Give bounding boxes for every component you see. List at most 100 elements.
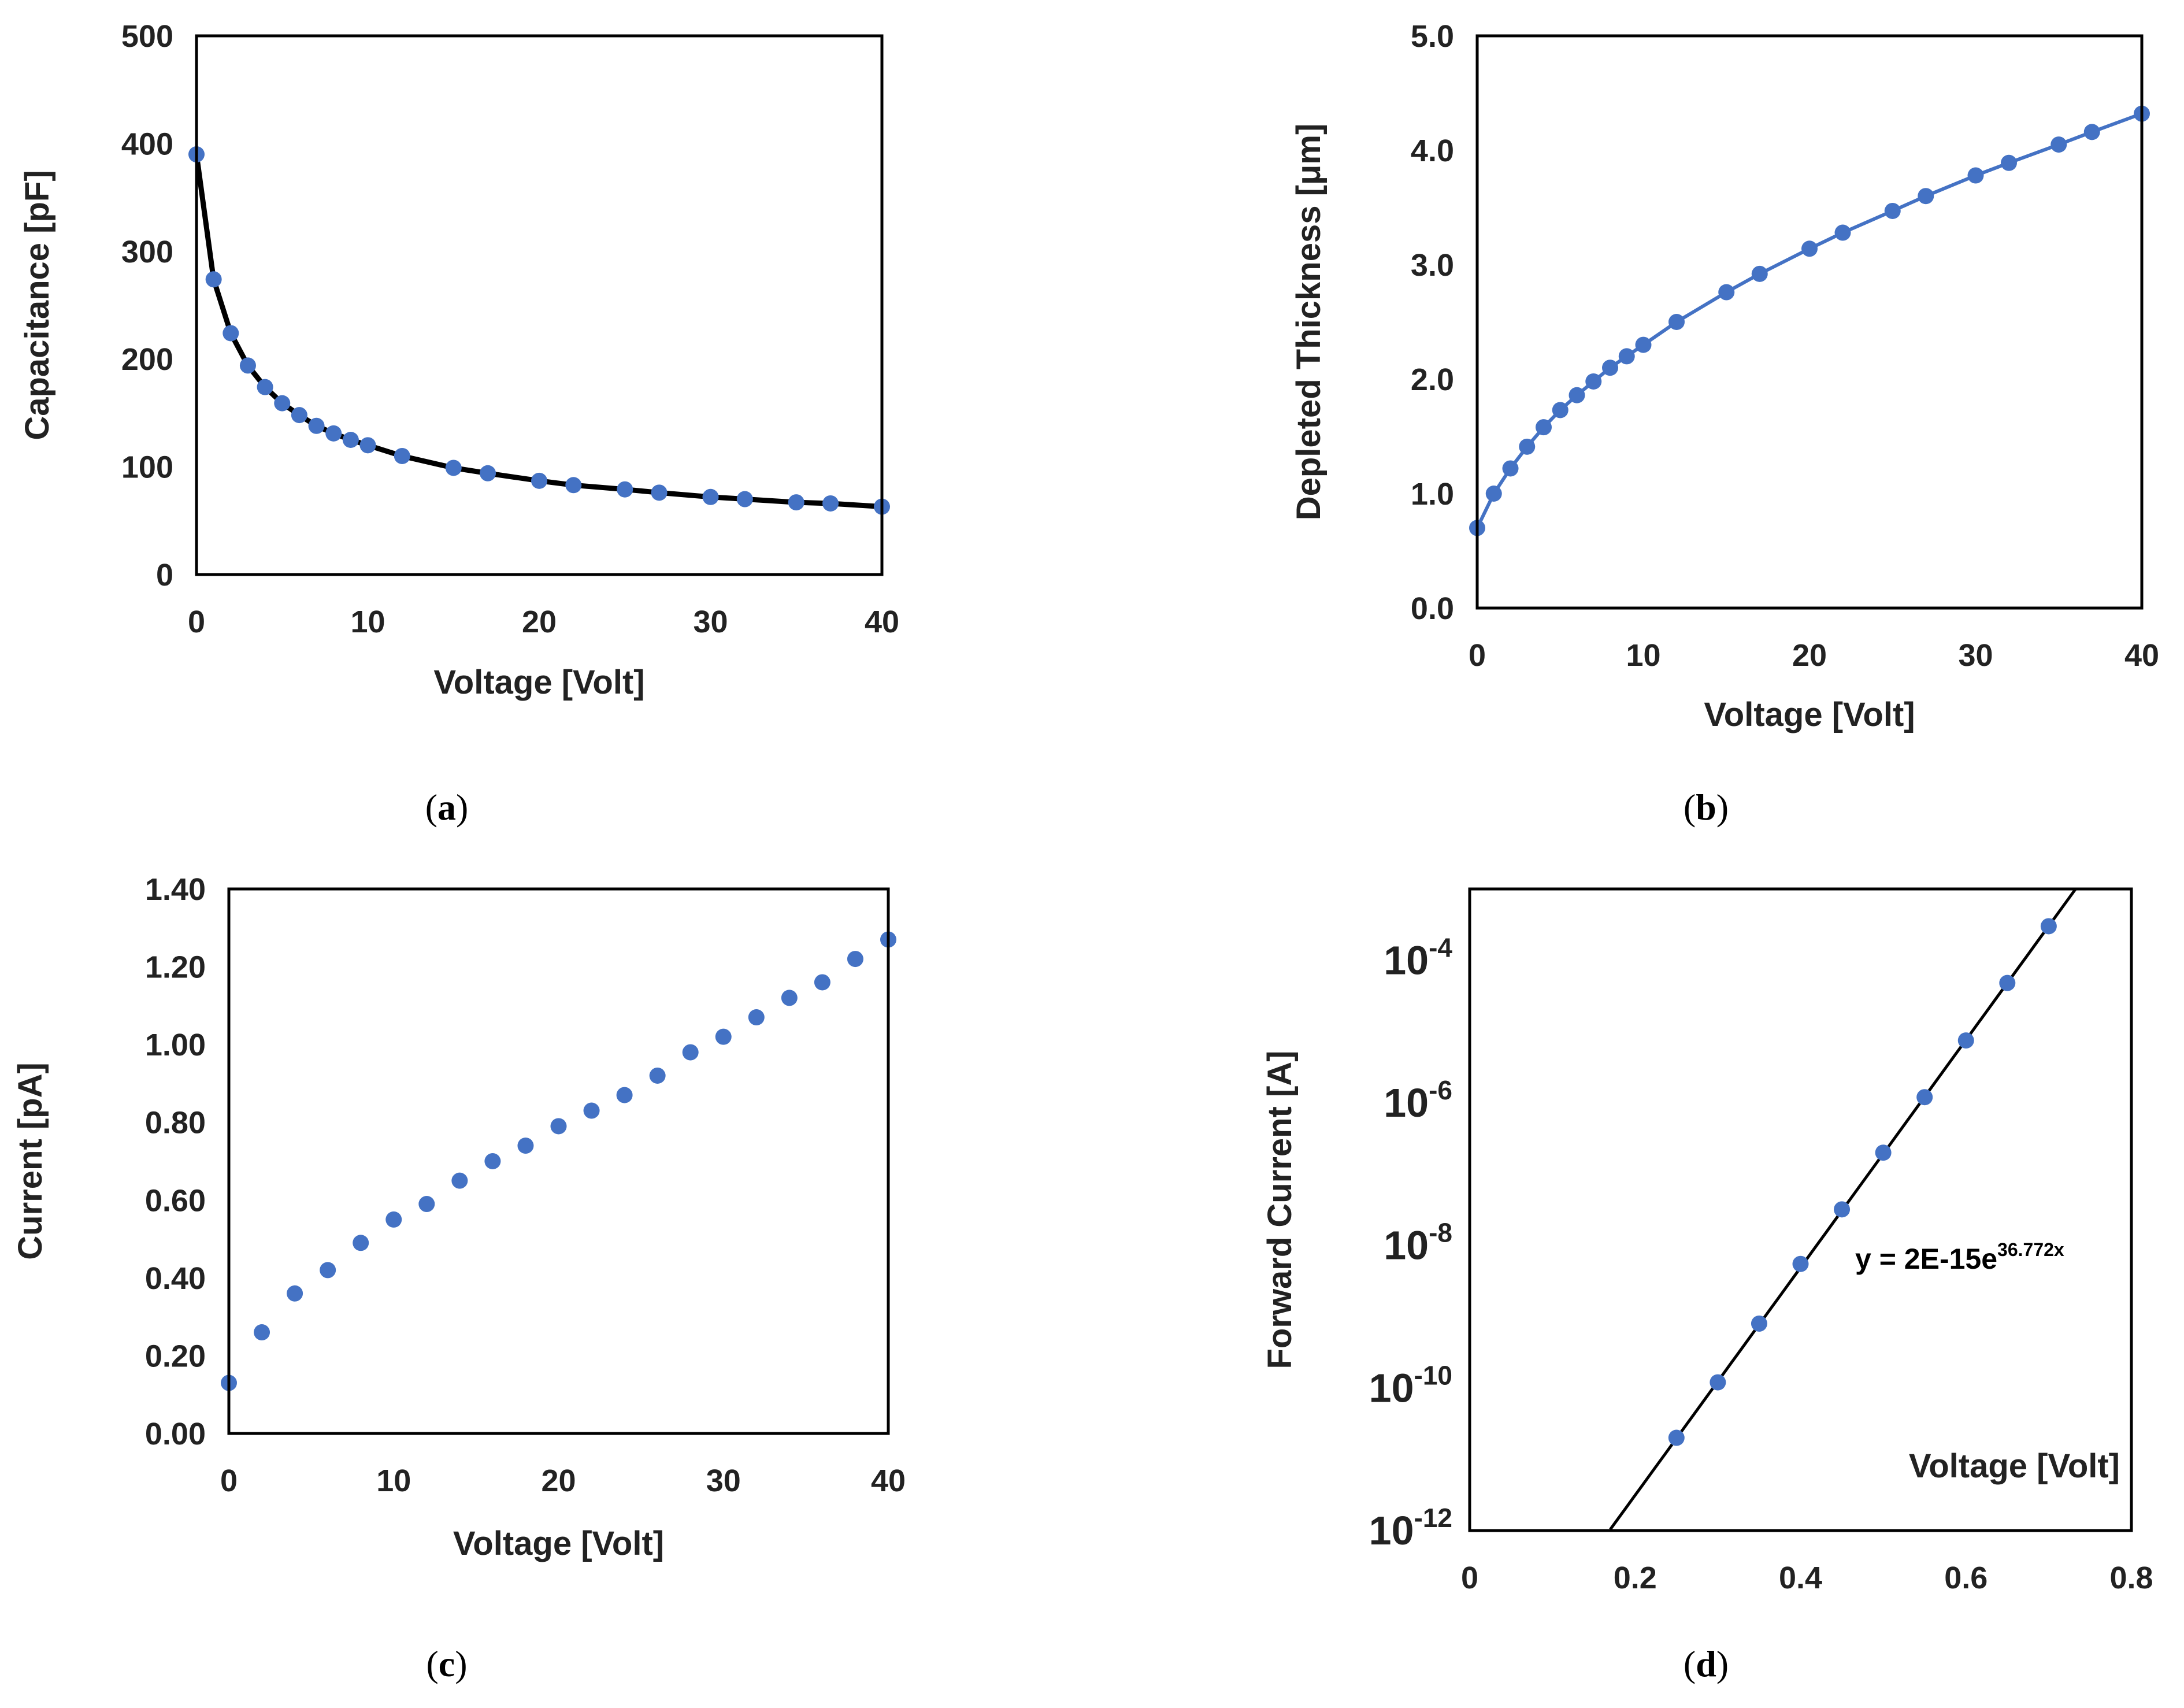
x-tick-label: 40 [871, 1464, 906, 1498]
data-point [223, 325, 239, 342]
y-tick-label: 4.0 [1411, 134, 1454, 168]
y-tick-label: 1.0 [1411, 477, 1454, 512]
y-tick-label: 10-12 [1369, 1503, 1452, 1553]
series-line [196, 154, 882, 510]
y-tick-label: 500 [121, 19, 173, 54]
data-point [1834, 224, 1851, 241]
data-point [583, 1102, 600, 1119]
y-tick-label: 100 [121, 450, 173, 485]
data-point [781, 990, 798, 1006]
data-point [254, 1324, 270, 1341]
data-point [1967, 167, 1984, 184]
x-tick-label: 0 [220, 1464, 238, 1498]
data-point [736, 491, 753, 507]
data-point [2050, 136, 2067, 153]
data-point [847, 951, 863, 968]
data-point [205, 271, 222, 288]
data-point [2001, 154, 2017, 171]
y-tick-label: 0.0 [1411, 591, 1454, 626]
y-tick-label: 0.00 [145, 1417, 206, 1451]
data-point [385, 1211, 402, 1228]
x-tick-label: 20 [522, 605, 557, 639]
y-tick-label: 200 [121, 342, 173, 377]
chart-c: 0 10 20 30 40 0.00 0.20 0.40 0.60 0.80 1.00 1.20 1.4… [12, 872, 906, 1684]
data-point [748, 1009, 765, 1026]
data-point [617, 481, 633, 498]
y-tick-label: 2.0 [1411, 362, 1454, 397]
data-point [1916, 1089, 1933, 1106]
x-axis-label: Voltage [Volt] [1909, 1447, 2120, 1485]
data-point [287, 1285, 303, 1302]
data-point [1999, 975, 2016, 991]
data-point [418, 1196, 435, 1213]
series [1609, 889, 2078, 1531]
data-point [257, 379, 273, 395]
data-point [1918, 188, 1934, 205]
data-point [715, 1028, 732, 1045]
data-point [1668, 1429, 1685, 1446]
panel-caption: (a) [425, 787, 469, 828]
data-point [359, 437, 376, 454]
data-point [814, 974, 830, 991]
y-tick-label: 400 [121, 127, 173, 161]
panel-caption: (d) [1684, 1643, 1729, 1684]
data-point [320, 1262, 336, 1279]
data-point [1569, 387, 1585, 403]
data-point [239, 357, 256, 374]
y-tick-label: 1.20 [145, 950, 206, 985]
chart-b: 0 10 20 30 40 0.0 1.0 2.0 3.0 4.0 5.0 Voltage [Volt… [1290, 19, 2159, 828]
x-tick-label: 20 [1792, 638, 1827, 673]
x-tick-label: 10 [376, 1464, 411, 1498]
data-point [1602, 360, 1618, 376]
x-tick-label: 30 [693, 605, 728, 639]
trendline [1609, 889, 2078, 1531]
x-tick-label: 0.2 [1614, 1561, 1657, 1595]
plot-area [227, 887, 890, 1435]
data-point [788, 494, 804, 511]
x-tick-label: 20 [541, 1464, 576, 1498]
data-point [274, 395, 291, 412]
y-tick-label: 0 [156, 558, 173, 592]
plot-area [195, 34, 884, 576]
data-point [342, 432, 359, 448]
plot-area [1475, 34, 2144, 610]
data-point [291, 407, 307, 424]
series-line [1477, 112, 2142, 529]
data-point [550, 1118, 567, 1135]
data-point [1957, 1032, 1974, 1049]
x-tick-label: 0 [188, 605, 205, 639]
data-point [1801, 240, 1818, 257]
y-tick-label: 10-6 [1384, 1075, 1452, 1125]
data-point [531, 472, 547, 489]
x-tick-label: 0 [1461, 1561, 1478, 1595]
y-axis-label: Current [pA] [12, 1062, 49, 1260]
data-point [565, 477, 582, 494]
data-point [1834, 1201, 1851, 1218]
panel-caption: (c) [426, 1643, 467, 1684]
data-point [445, 460, 462, 476]
x-axis-label: Voltage [Volt] [433, 664, 644, 701]
x-tick-label: 0 [1469, 638, 1486, 673]
data-point [2040, 918, 2057, 935]
panel-caption: (b) [1684, 787, 1729, 828]
x-tick-label: 10 [350, 605, 385, 639]
y-tick-label: 10-8 [1384, 1218, 1452, 1268]
data-point [1552, 402, 1569, 418]
data-point [2083, 124, 2100, 140]
y-tick-label: 1.00 [145, 1028, 206, 1062]
data-point [1618, 348, 1635, 365]
data-point [1884, 202, 1901, 219]
x-axis-label: Voltage [Volt] [1704, 696, 1915, 733]
data-point [1668, 314, 1685, 330]
data-point [1519, 438, 1536, 455]
series [196, 154, 882, 510]
data-point [1536, 419, 1552, 436]
x-tick-label: 0.6 [1944, 1561, 1988, 1595]
x-tick-label: 0.4 [1779, 1561, 1822, 1595]
data-point [616, 1087, 633, 1103]
y-axis-label: Forward Current [A] [1261, 1051, 1299, 1369]
y-tick-label: 1.40 [145, 872, 206, 907]
y-tick-label: 10-4 [1384, 932, 1452, 983]
